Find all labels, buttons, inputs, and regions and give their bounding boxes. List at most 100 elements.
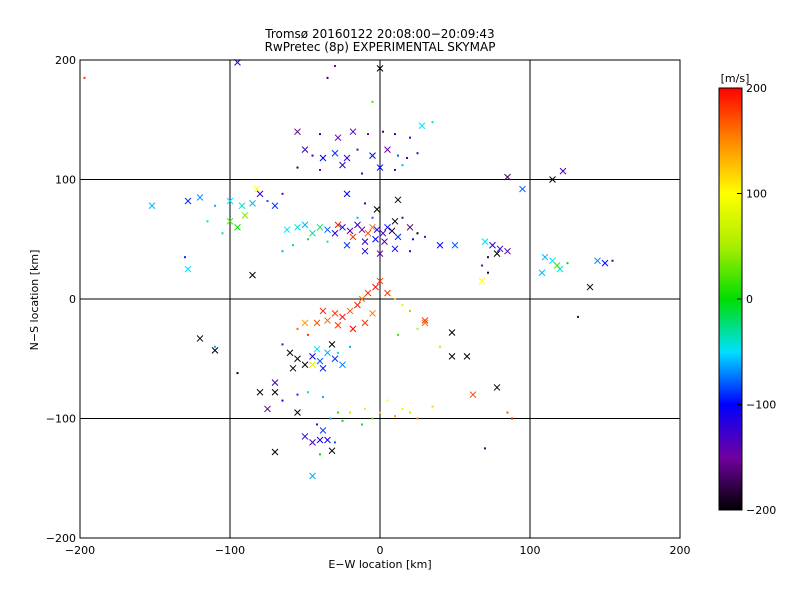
data-point-cross [349,325,357,333]
data-point-cross [253,185,261,193]
data-point-cross [328,341,336,348]
data-point-dot [266,200,269,203]
data-point-dot [349,411,351,414]
data-point-cross [309,353,316,360]
data-point-cross [249,271,256,279]
data-point-cross [331,229,339,237]
data-point-dot [566,262,569,265]
data-point-cross [241,211,249,219]
data-point-dot [329,417,332,420]
data-point-cross [469,391,477,398]
data-point-dot [356,148,359,151]
data-point-dot [184,256,186,259]
data-point-cross [343,154,351,162]
data-point-cross [294,128,301,136]
data-point-cross [556,265,564,273]
data-point-cross [369,309,376,317]
data-point-dot [281,192,284,195]
data-point-cross [316,436,324,444]
data-point-dot [412,238,414,241]
data-point-cross [372,235,379,243]
data-point-cross [324,349,331,357]
data-point-cross [421,319,429,327]
data-point-dot [214,204,216,207]
data-point-dot [397,154,399,157]
data-point-cross [388,227,396,235]
data-point-cross [286,349,294,357]
data-point-cross [376,250,384,257]
data-point-dot [349,345,351,348]
data-point-dot [409,250,411,253]
data-point-dot [577,315,579,318]
data-point-cross [369,152,376,159]
data-point-cross [346,307,354,315]
data-point-dot [83,76,86,79]
data-point-cross [384,223,391,231]
data-point-cross [418,122,426,130]
data-point-cross [448,329,456,336]
data-point-dot [394,133,396,136]
data-point-cross [184,265,192,273]
data-point-dot [371,216,374,219]
data-point-dot [382,130,384,133]
data-point-cross [346,227,354,235]
data-point-cross [372,283,379,291]
data-point-cross [316,223,324,231]
data-point-dot [409,411,411,414]
data-point-dot [326,76,329,79]
data-point-cross [324,226,331,234]
data-point-dot [379,411,381,414]
colorbar-tick-label: −200 [746,504,776,517]
data-point-dot [367,133,369,136]
data-point-cross [493,250,501,257]
data-point-dot [236,372,239,375]
data-point-cross [334,321,342,329]
data-point-dot [281,399,284,402]
data-point-cross [309,361,316,369]
data-point-cross [436,241,444,249]
data-point-cross [334,221,342,229]
colorbar-ticks: 200 100 0 −100 −200 [737,82,776,517]
data-point-cross [364,289,372,297]
data-point-cross [313,319,321,327]
data-point-dot [611,259,614,262]
data-point-dot [341,419,344,422]
data-point-cross [594,257,601,265]
data-point-cross [331,355,339,363]
data-point-dot [337,411,339,414]
data-point-cross [369,223,376,231]
data-point-cross [301,319,309,327]
data-point-dot [401,407,404,410]
grid-lines [80,60,680,538]
data-point-cross [294,223,301,231]
colorbar-unit-label: [m/s] [721,72,750,85]
data-point-cross [549,176,556,183]
y-tick-label: −100 [46,413,76,426]
data-point-cross [301,433,309,440]
data-point-dot [326,240,329,243]
data-point-cross [184,197,192,205]
data-point-cross [271,388,279,396]
data-point-cross [376,65,384,72]
data-point-dot [401,303,404,306]
data-point-cross [361,319,369,327]
data-point-cross [376,277,384,285]
data-point-cross [451,241,459,249]
data-point-cross [301,221,309,229]
data-point-cross [324,317,331,324]
data-point-cross [343,190,351,198]
axis-ticks: −200 −100 0 100 200 −200 −100 0 100 200 [46,54,691,557]
data-point-dot [371,417,374,420]
data-point-dot [484,447,486,450]
data-points [83,59,614,480]
data-point-cross [358,295,366,303]
data-point-dot [296,327,299,330]
data-point-cross [289,364,297,372]
chart-title: Tromsø 20160122 20:08:00−20:09:43 [264,27,494,41]
data-point-dot [356,216,359,219]
data-point-dot [397,333,399,336]
data-point-cross [364,229,372,237]
data-point-cross [234,223,241,231]
data-point-cross [309,229,316,237]
y-tick-label: 200 [55,54,76,67]
